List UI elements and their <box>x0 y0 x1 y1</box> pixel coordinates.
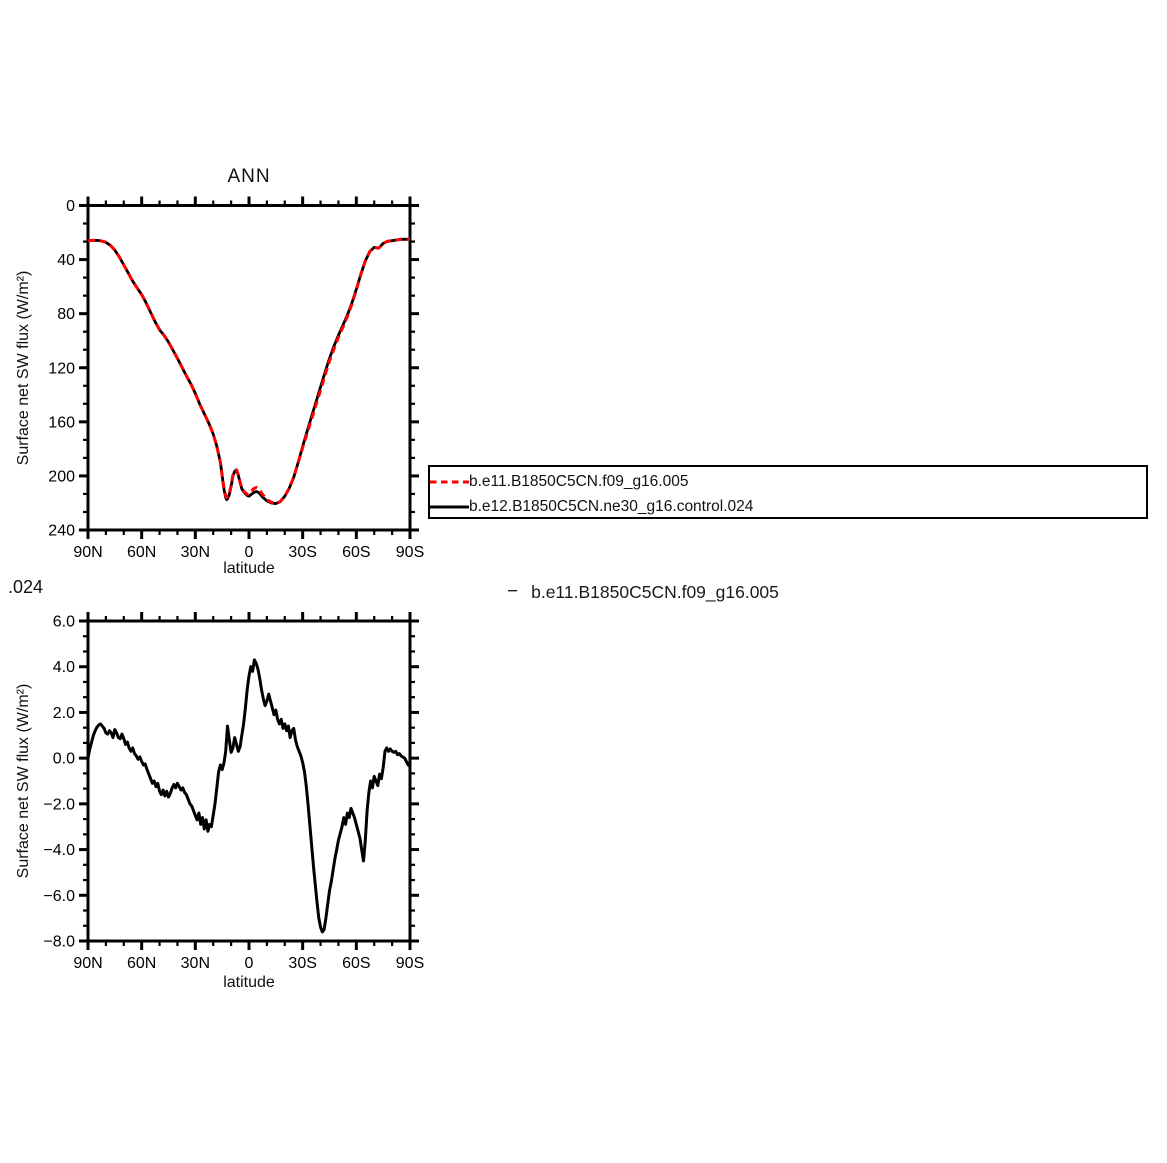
black-solid-line-sample <box>430 505 469 509</box>
tick-label: 60S <box>342 955 370 972</box>
plot-frame <box>86 204 412 532</box>
tick-label: 0 <box>245 544 254 561</box>
data-series-line <box>87 237 410 506</box>
tick-label: −2.0 <box>43 796 75 813</box>
bottom-chart-y-axis-label: Surface net SW flux (W/m²) <box>15 683 32 879</box>
top-chart-x-axis-label: latitude <box>223 560 275 577</box>
tick-label: 2.0 <box>53 705 75 722</box>
tick-label: 30S <box>288 544 316 561</box>
tick-label: 60N <box>127 955 156 972</box>
tick-label: 240 <box>48 523 75 540</box>
tick-label: 120 <box>48 360 75 377</box>
tick-label: 90N <box>73 544 102 561</box>
tick-label: 4.0 <box>53 659 75 676</box>
tick-label: 40 <box>57 252 75 269</box>
top-chart-title: ANN <box>227 166 271 187</box>
top-chart-y-axis-label: Surface net SW flux (W/m²) <box>15 270 32 466</box>
tick-label: 0 <box>66 198 75 215</box>
tick-label: 0 <box>245 955 254 972</box>
dash-marker: − <box>507 581 519 602</box>
tick-label: 90S <box>396 544 424 561</box>
tick-label: 0.0 <box>53 751 75 768</box>
tick-label: 30N <box>181 544 210 561</box>
tick-label: −4.0 <box>43 842 75 859</box>
tick-label: 80 <box>57 306 75 323</box>
tick-label: 90S <box>396 955 424 972</box>
tick-label: 30N <box>181 955 210 972</box>
tick-label: 90N <box>73 955 102 972</box>
legend-entry-e11: b.e11.B1850C5CN.f09_g16.005 <box>430 470 688 494</box>
tick-label: 60N <box>127 544 156 561</box>
data-series-line <box>86 658 411 934</box>
tick-label: 6.0 <box>53 614 75 631</box>
tick-label: 60S <box>342 544 370 561</box>
legend-box: b.e11.B1850C5CN.f09_g16.005 b.e12.B1850C… <box>428 465 1148 519</box>
tick-label: 200 <box>48 468 75 485</box>
red-dashed-line-sample <box>430 480 469 484</box>
legend-label-e12: b.e12.B1850C5CN.ne30_g16.control.024 <box>469 498 754 515</box>
diff-chart-case-label: b.e11.B1850C5CN.f09_g16.005 <box>531 581 779 602</box>
data-series-line <box>87 237 410 506</box>
truncated-case-label: .024 <box>8 577 44 597</box>
bottom-chart-x-axis-label: latitude <box>223 974 275 991</box>
legend-label-e11: b.e11.B1850C5CN.f09_g16.005 <box>469 473 689 490</box>
tick-label: −6.0 <box>43 888 75 905</box>
diff-chart-case-annotation: − b.e11.B1850C5CN.f09_g16.005 <box>507 581 779 603</box>
legend-entry-e12: b.e12.B1850C5CN.ne30_g16.control.024 <box>430 495 753 519</box>
tick-label: 160 <box>48 414 75 431</box>
tick-label: 30S <box>288 955 316 972</box>
tick-label: −8.0 <box>43 934 75 951</box>
